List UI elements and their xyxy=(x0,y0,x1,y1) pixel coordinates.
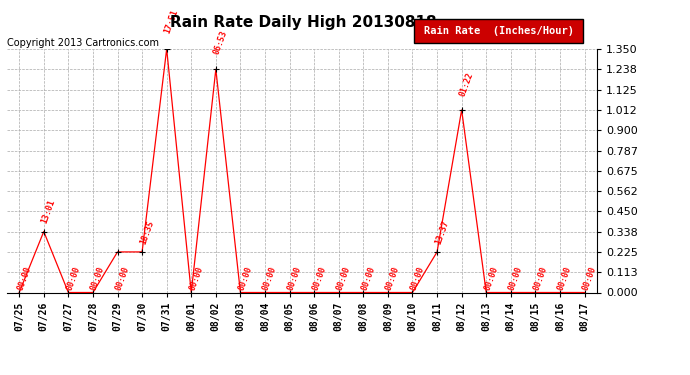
Text: 00:00: 00:00 xyxy=(359,265,377,292)
Text: 00:00: 00:00 xyxy=(89,265,106,292)
Text: Copyright 2013 Cartronics.com: Copyright 2013 Cartronics.com xyxy=(7,38,159,48)
Text: 00:00: 00:00 xyxy=(114,265,131,292)
Text: 00:00: 00:00 xyxy=(556,265,573,292)
Text: 18:35: 18:35 xyxy=(139,219,155,246)
Text: Rain Rate Daily High 20130818: Rain Rate Daily High 20130818 xyxy=(170,15,437,30)
Text: 00:00: 00:00 xyxy=(286,265,303,292)
Text: 00:00: 00:00 xyxy=(581,265,598,292)
Text: 00:00: 00:00 xyxy=(237,265,254,292)
Text: 00:00: 00:00 xyxy=(310,265,328,292)
Text: 00:00: 00:00 xyxy=(507,265,524,292)
Text: 13:01: 13:01 xyxy=(40,198,57,225)
Text: 00:00: 00:00 xyxy=(335,265,352,292)
Text: 13:37: 13:37 xyxy=(433,219,451,246)
Text: 00:00: 00:00 xyxy=(15,265,32,292)
Text: 17:51: 17:51 xyxy=(163,8,180,35)
Text: 01:22: 01:22 xyxy=(458,72,475,98)
Text: 06:53: 06:53 xyxy=(212,29,229,56)
Text: 00:00: 00:00 xyxy=(408,265,426,292)
Text: Rain Rate  (Inches/Hour): Rain Rate (Inches/Hour) xyxy=(424,26,573,36)
Text: 00:00: 00:00 xyxy=(532,265,549,292)
Text: 00:00: 00:00 xyxy=(384,265,401,292)
Text: 00:00: 00:00 xyxy=(482,265,500,292)
Text: 00:00: 00:00 xyxy=(262,265,278,292)
Text: 00:00: 00:00 xyxy=(188,265,204,292)
Text: 00:00: 00:00 xyxy=(65,265,81,292)
